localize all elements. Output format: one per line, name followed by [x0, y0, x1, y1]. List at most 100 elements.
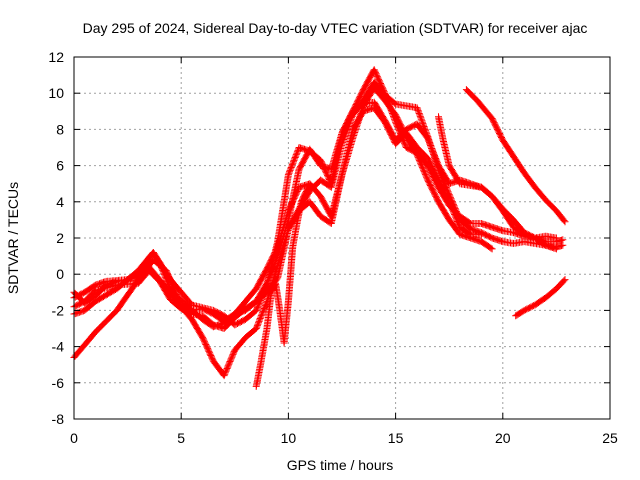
data-point: [352, 128, 354, 130]
data-point: [373, 81, 375, 83]
data-point: [438, 179, 439, 181]
data-point: [395, 121, 397, 123]
data-point: [320, 195, 322, 197]
data-point: [545, 235, 547, 237]
data-point: [555, 248, 557, 250]
y-tick-label: 12: [48, 49, 64, 65]
data-point: [180, 308, 182, 310]
data-point: [416, 123, 418, 125]
data-point: [320, 165, 322, 167]
x-tick-label: 10: [281, 430, 297, 446]
y-tick-label: -4: [52, 339, 65, 355]
data-point: [212, 324, 214, 326]
data-point: [502, 230, 504, 232]
data-point: [405, 132, 407, 134]
data-point: [330, 168, 332, 170]
data-point: [84, 291, 86, 293]
data-point: [515, 315, 517, 317]
data-point: [283, 342, 285, 344]
x-tick-label: 5: [177, 430, 185, 446]
data-point: [373, 107, 375, 109]
y-tick-label: -8: [52, 411, 65, 427]
data-point: [170, 299, 171, 300]
data-point: [202, 308, 204, 310]
data-point: [523, 241, 525, 243]
series-track-8: [435, 113, 560, 242]
x-tick-label: 20: [495, 430, 511, 446]
data-point: [341, 174, 343, 176]
data-point: [245, 318, 246, 320]
data-point: [148, 270, 150, 272]
y-tick-label: 2: [56, 230, 64, 246]
data-point: [266, 282, 268, 284]
data-point: [491, 195, 493, 197]
data-point: [298, 186, 300, 188]
data-point: [545, 199, 547, 201]
y-tick-label: 6: [56, 158, 64, 174]
data-point: [534, 304, 536, 306]
data-point: [384, 92, 386, 94]
data-point: [523, 172, 525, 174]
data-point: [562, 239, 564, 241]
data-point: [309, 148, 311, 150]
x-tick-label: 0: [70, 430, 78, 446]
data-point: [234, 349, 236, 351]
data-point: [287, 219, 289, 221]
data-point: [266, 268, 268, 270]
data-point: [84, 300, 86, 302]
data-point: [298, 168, 300, 170]
data-point: [373, 101, 375, 103]
data-point: [438, 165, 439, 167]
data-point: [341, 132, 343, 134]
data-point: [245, 300, 246, 302]
data-point: [465, 89, 467, 91]
data-point: [305, 192, 307, 194]
y-axis-label: SDTVAR / TECUs: [5, 182, 21, 294]
data-point: [502, 210, 504, 212]
series-track-9: [512, 276, 569, 320]
data-point: [309, 185, 311, 186]
data-point: [94, 295, 96, 297]
data-point: [491, 237, 493, 239]
data-point: [105, 280, 107, 282]
data-point: [245, 308, 246, 310]
data-point: [459, 183, 461, 185]
data-point: [470, 228, 472, 230]
data-point: [513, 232, 514, 234]
data-point: [352, 110, 354, 112]
data-point: [459, 233, 461, 235]
data-point: [470, 233, 472, 235]
data-point: [564, 279, 566, 281]
data-point: [564, 221, 566, 223]
data-point: [234, 317, 236, 319]
data-point: [523, 233, 525, 235]
data-point: [416, 107, 418, 109]
data-point: [212, 360, 214, 362]
data-point: [562, 244, 564, 246]
data-point: [277, 255, 279, 257]
data-point: [223, 375, 225, 377]
data-point: [116, 284, 118, 286]
data-point: [94, 290, 96, 291]
data-point: [442, 137, 444, 139]
data-point: [287, 174, 289, 176]
x-tick-label: 25: [602, 430, 618, 446]
data-point: [534, 237, 536, 239]
y-tick-label: 10: [48, 85, 64, 101]
data-point: [513, 226, 514, 228]
data-point: [545, 297, 547, 299]
data-point: [296, 223, 298, 224]
data-point: [448, 165, 450, 167]
data-point: [234, 324, 236, 326]
data-point: [491, 248, 493, 250]
data-point: [362, 89, 364, 91]
y-tick-label: -6: [52, 375, 65, 391]
data-point: [427, 179, 429, 181]
data-point: [534, 186, 536, 188]
data-point: [127, 279, 129, 281]
data-point: [260, 364, 261, 366]
data-point: [448, 201, 450, 203]
data-point: [202, 315, 204, 317]
data-point: [480, 241, 482, 243]
data-point: [470, 185, 472, 186]
